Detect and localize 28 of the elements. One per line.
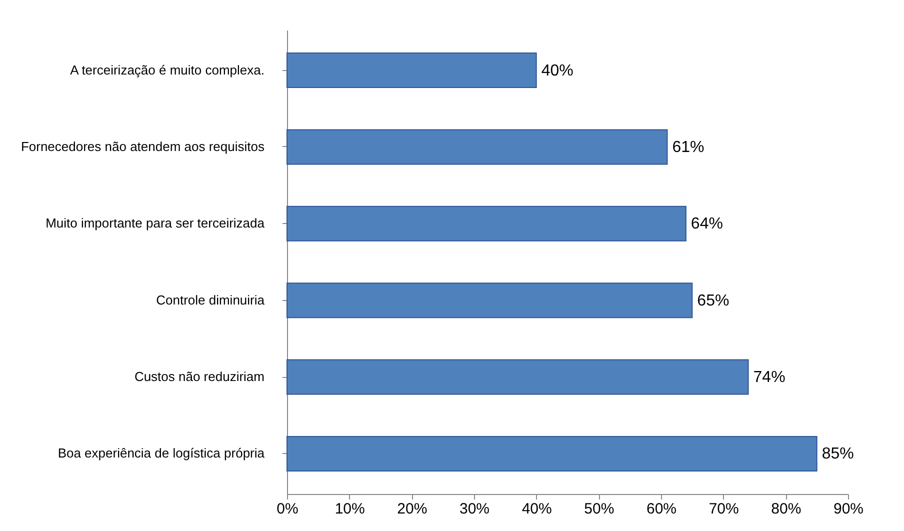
- data-label: 40%: [541, 62, 574, 80]
- y-tick-label: Boa experiência de logística própria: [58, 446, 266, 461]
- x-tick-label: 0%: [276, 500, 298, 518]
- data-label: 61%: [672, 138, 704, 156]
- bar: [286, 359, 749, 395]
- bar: [286, 282, 693, 318]
- y-tick-label: Custos não reduziriam: [134, 369, 264, 384]
- bar: [286, 129, 668, 165]
- x-tick-label: 60%: [646, 500, 677, 518]
- bar: [286, 206, 686, 242]
- bar: [286, 52, 537, 88]
- x-tick-label: 20%: [397, 500, 428, 518]
- x-tick-label: 80%: [771, 500, 802, 518]
- x-tick-label: 30%: [459, 500, 490, 518]
- x-tick-label: 50%: [584, 500, 614, 518]
- y-tick-label: Muito importante para ser terceirizada: [46, 216, 266, 231]
- data-label: 85%: [822, 446, 854, 463]
- x-tick-label: 90%: [833, 500, 864, 518]
- y-tick-label: A terceirização é muito complexa.: [70, 62, 264, 78]
- x-tick-label: 40%: [522, 500, 552, 518]
- x-tick-label: 10%: [334, 500, 365, 518]
- x-tick-label: 70%: [708, 500, 739, 518]
- y-tick-label: Controle diminuiria: [156, 292, 266, 308]
- data-label: 74%: [753, 369, 786, 386]
- bar: [286, 436, 818, 472]
- data-label: 64%: [690, 216, 723, 233]
- data-label: 65%: [697, 292, 730, 310]
- y-tick-label: Fornecedores não atendem aos requisitos: [20, 138, 265, 154]
